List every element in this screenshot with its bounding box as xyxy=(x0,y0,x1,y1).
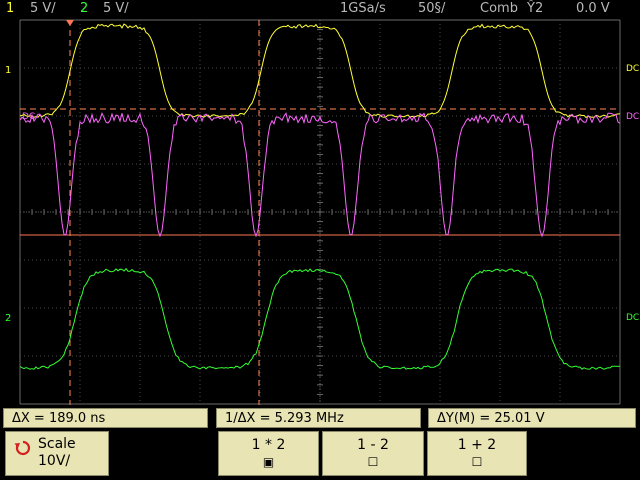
subtract-label: 1 - 2 xyxy=(357,437,389,453)
ch1-scale[interactable]: 5 V/ xyxy=(30,1,56,16)
timebase[interactable]: 50§/ xyxy=(418,1,446,16)
delta-x-readout: ΔX = 189.0 ns xyxy=(3,408,208,428)
channel-2-trace xyxy=(19,267,621,370)
multiply-softkey[interactable]: 1 * 2 ▣ xyxy=(218,431,319,476)
math-trace xyxy=(19,111,621,238)
ch2-coupling-right: DC xyxy=(626,313,639,323)
trigger-level[interactable]: 0.0 V xyxy=(576,1,610,16)
multiply-label: 1 * 2 xyxy=(251,437,286,453)
ch2-scale[interactable]: 5 V/ xyxy=(103,1,129,16)
multiply-selected-indicator: ▣ xyxy=(262,455,275,469)
scale-value: 10V/ xyxy=(38,453,71,469)
status-bar: 1 5 V/ 2 5 V/ 1GSa/s 50§/ Comb Ŷ2 0.0 V xyxy=(0,0,640,18)
scale-label: Scale xyxy=(38,436,76,452)
ch1-coupling-right: DC xyxy=(626,64,639,74)
scale-softkey[interactable]: Scale 10V/ xyxy=(5,431,109,476)
inverse-delta-x-readout: 1/ΔX = 5.293 MHz xyxy=(216,408,421,428)
subtract-indicator: ☐ xyxy=(367,455,379,469)
rotate-knob-icon xyxy=(14,440,31,456)
ch2-number[interactable]: 2 xyxy=(80,1,89,16)
graticule xyxy=(19,19,621,405)
trigger-source[interactable]: Ŷ2 xyxy=(527,1,544,16)
ch1-ground-marker: 1 xyxy=(5,65,11,76)
channel-1-trace xyxy=(19,23,621,119)
add-indicator: ☐ xyxy=(471,455,483,469)
add-softkey[interactable]: 1 + 2 ☐ xyxy=(427,431,527,476)
trigger-mode[interactable]: Comb xyxy=(480,1,518,16)
delta-y-readout: ΔY(M) = 25.01 V xyxy=(428,408,636,428)
math-ground-marker: DC xyxy=(22,112,35,122)
ch2-ground-marker: 2 xyxy=(5,313,11,324)
subtract-softkey[interactable]: 1 - 2 ☐ xyxy=(322,431,424,476)
math-coupling-right: DC xyxy=(626,112,639,122)
trigger-position-icon xyxy=(66,20,74,26)
add-label: 1 + 2 xyxy=(457,437,497,453)
sample-rate: 1GSa/s xyxy=(340,1,386,16)
ch1-number[interactable]: 1 xyxy=(6,1,15,16)
